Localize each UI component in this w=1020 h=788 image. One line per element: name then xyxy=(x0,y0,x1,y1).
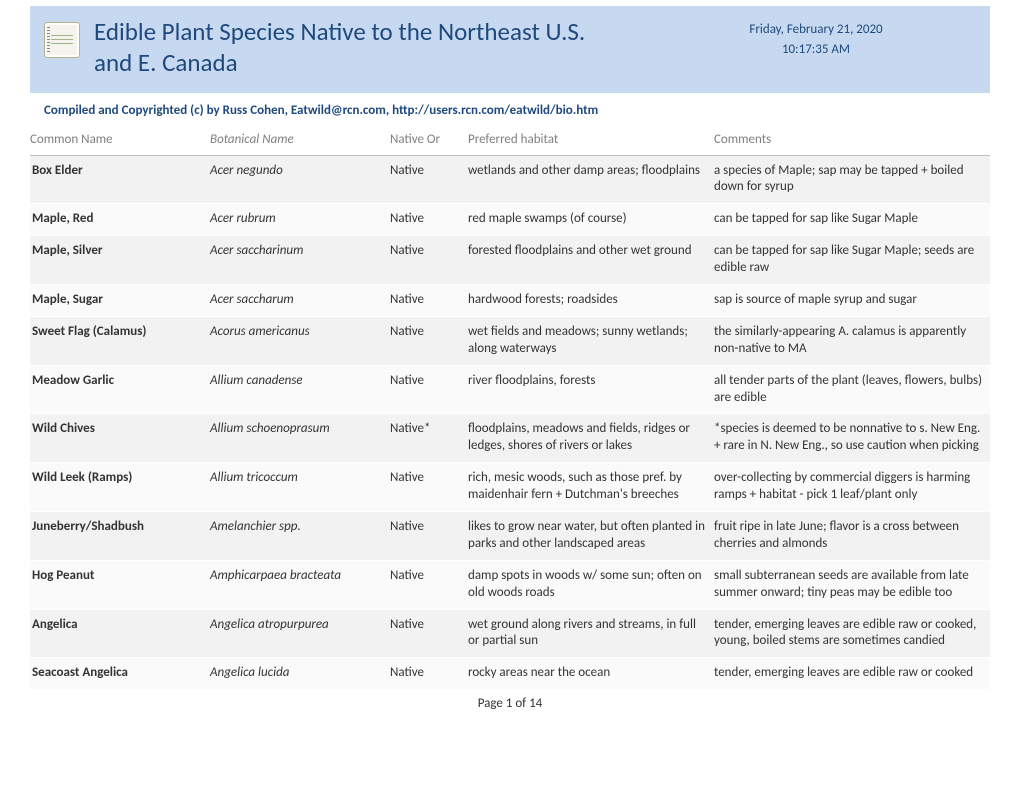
cell-common-name: Maple, Silver xyxy=(30,236,210,285)
cell-botanical-name: Acorus americanus xyxy=(210,316,390,365)
cell-native: Native* xyxy=(390,414,468,463)
cell-habitat: likes to grow near water, but often plan… xyxy=(468,511,714,560)
cell-habitat: red maple swamps (of course) xyxy=(468,204,714,236)
cell-comments: sap is source of maple syrup and sugar xyxy=(714,284,990,316)
cell-common-name: Juneberry/Shadbush xyxy=(30,511,210,560)
cell-comments: tender, emerging leaves are edible raw o… xyxy=(714,609,990,658)
cell-native: Native xyxy=(390,560,468,609)
table-row: Maple, RedAcer rubrumNativered maple swa… xyxy=(30,204,990,236)
cell-common-name: Sweet Flag (Calamus) xyxy=(30,316,210,365)
cell-native: Native xyxy=(390,155,468,204)
header-top: Edible Plant Species Native to the North… xyxy=(44,16,976,79)
cell-comments: can be tapped for sap like Sugar Maple; … xyxy=(714,236,990,285)
cell-comments: small subterranean seeds are available f… xyxy=(714,560,990,609)
cell-common-name: Maple, Sugar xyxy=(30,284,210,316)
cell-habitat: forested floodplains and other wet groun… xyxy=(468,236,714,285)
cell-common-name: Angelica xyxy=(30,609,210,658)
cell-botanical-name: Amphicarpaea bracteata xyxy=(210,560,390,609)
cell-botanical-name: Angelica atropurpurea xyxy=(210,609,390,658)
cell-habitat: wet ground along rivers and streams, in … xyxy=(468,609,714,658)
cell-botanical-name: Allium tricoccum xyxy=(210,463,390,512)
cell-native: Native xyxy=(390,658,468,690)
cell-habitat: rich, mesic woods, such as those pref. b… xyxy=(468,463,714,512)
page-footer: Page 1 of 14 xyxy=(30,690,990,711)
cell-common-name: Wild Leek (Ramps) xyxy=(30,463,210,512)
cell-botanical-name: Allium canadense xyxy=(210,365,390,414)
cell-botanical-name: Acer saccharum xyxy=(210,284,390,316)
cell-common-name: Seacoast Angelica xyxy=(30,658,210,690)
cell-habitat: hardwood forests; roadsides xyxy=(468,284,714,316)
cell-common-name: Hog Peanut xyxy=(30,560,210,609)
col-native: Native Or xyxy=(390,124,468,156)
notebook-icon xyxy=(44,22,80,58)
cell-habitat: rocky areas near the ocean xyxy=(468,658,714,690)
cell-comments: a species of Maple; sap may be tapped + … xyxy=(714,155,990,204)
cell-native: Native xyxy=(390,204,468,236)
col-habitat: Preferred habitat xyxy=(468,124,714,156)
report-date: Friday, February 21, 2020 xyxy=(656,20,976,40)
cell-native: Native xyxy=(390,463,468,512)
cell-habitat: wetlands and other damp areas; floodplai… xyxy=(468,155,714,204)
cell-common-name: Maple, Red xyxy=(30,204,210,236)
cell-botanical-name: Acer negundo xyxy=(210,155,390,204)
table-row: AngelicaAngelica atropurpureaNativewet g… xyxy=(30,609,990,658)
cell-habitat: floodplains, meadows and fields, ridges … xyxy=(468,414,714,463)
cell-botanical-name: Acer rubrum xyxy=(210,204,390,236)
cell-common-name: Meadow Garlic xyxy=(30,365,210,414)
cell-comments: all tender parts of the plant (leaves, f… xyxy=(714,365,990,414)
table-row: Wild Leek (Ramps)Allium tricoccumNativer… xyxy=(30,463,990,512)
cell-common-name: Box Elder xyxy=(30,155,210,204)
cell-native: Native xyxy=(390,316,468,365)
table-row: Wild ChivesAllium schoenoprasumNative*fl… xyxy=(30,414,990,463)
cell-common-name: Wild Chives xyxy=(30,414,210,463)
cell-comments: over-collecting by commercial diggers is… xyxy=(714,463,990,512)
table-row: Maple, SugarAcer saccharumNativehardwood… xyxy=(30,284,990,316)
cell-comments: can be tapped for sap like Sugar Maple xyxy=(714,204,990,236)
cell-native: Native xyxy=(390,236,468,285)
species-table: Common Name Botanical Name Native Or Pre… xyxy=(30,124,990,691)
cell-comments: tender, emerging leaves are edible raw o… xyxy=(714,658,990,690)
cell-botanical-name: Amelanchier spp. xyxy=(210,511,390,560)
table-header-row: Common Name Botanical Name Native Or Pre… xyxy=(30,124,990,156)
table-row: Seacoast AngelicaAngelica lucidaNativero… xyxy=(30,658,990,690)
cell-native: Native xyxy=(390,284,468,316)
cell-comments: fruit ripe in late June; flavor is a cro… xyxy=(714,511,990,560)
page-title: Edible Plant Species Native to the North… xyxy=(94,16,594,79)
datetime-block: Friday, February 21, 2020 10:17:35 AM xyxy=(656,16,976,59)
cell-comments: *species is deemed to be nonnative to s.… xyxy=(714,414,990,463)
title-block: Edible Plant Species Native to the North… xyxy=(94,16,656,79)
cell-native: Native xyxy=(390,609,468,658)
table-row: Hog PeanutAmphicarpaea bracteataNativeda… xyxy=(30,560,990,609)
col-comments: Comments xyxy=(714,124,990,156)
cell-native: Native xyxy=(390,511,468,560)
table-body: Box ElderAcer negundoNativewetlands and … xyxy=(30,155,990,690)
cell-native: Native xyxy=(390,365,468,414)
cell-habitat: wet fields and meadows; sunny wetlands; … xyxy=(468,316,714,365)
table-row: Sweet Flag (Calamus)Acorus americanusNat… xyxy=(30,316,990,365)
col-botanical-name: Botanical Name xyxy=(210,124,390,156)
cell-botanical-name: Angelica lucida xyxy=(210,658,390,690)
table-row: Box ElderAcer negundoNativewetlands and … xyxy=(30,155,990,204)
col-common-name: Common Name xyxy=(30,124,210,156)
cell-habitat: river floodplains, forests xyxy=(468,365,714,414)
report-time: 10:17:35 AM xyxy=(656,40,976,60)
cell-botanical-name: Allium schoenoprasum xyxy=(210,414,390,463)
table-row: Maple, SilverAcer saccharinumNativefores… xyxy=(30,236,990,285)
table-row: Juneberry/ShadbushAmelanchier spp.Native… xyxy=(30,511,990,560)
byline: Compiled and Copyrighted (c) by Russ Coh… xyxy=(30,99,990,124)
table-row: Meadow GarlicAllium canadenseNativeriver… xyxy=(30,365,990,414)
cell-comments: the similarly-appearing A. calamus is ap… xyxy=(714,316,990,365)
header-bar: Edible Plant Species Native to the North… xyxy=(30,6,990,93)
cell-habitat: damp spots in woods w/ some sun; often o… xyxy=(468,560,714,609)
cell-botanical-name: Acer saccharinum xyxy=(210,236,390,285)
